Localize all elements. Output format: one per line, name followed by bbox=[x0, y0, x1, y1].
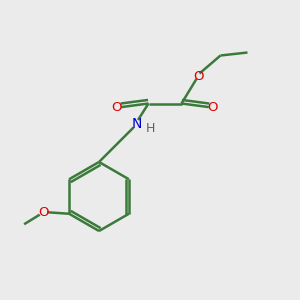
Text: O: O bbox=[193, 70, 203, 83]
Text: H: H bbox=[146, 122, 156, 135]
Text: N: N bbox=[131, 118, 142, 131]
Text: O: O bbox=[112, 100, 122, 114]
Text: O: O bbox=[38, 206, 49, 219]
Text: O: O bbox=[208, 100, 218, 114]
